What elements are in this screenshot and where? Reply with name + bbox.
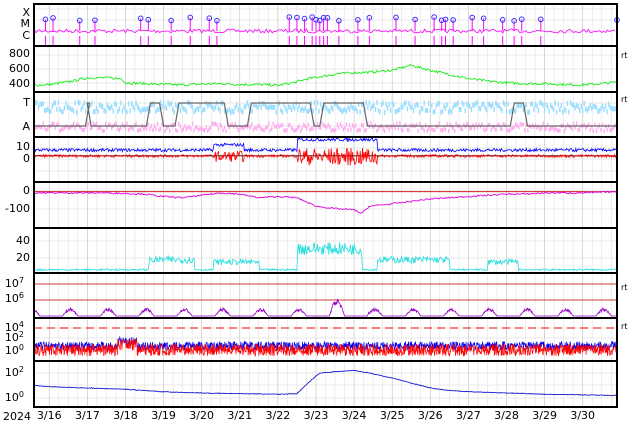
y-tick-exponent: 7	[19, 276, 24, 285]
flare-marker	[320, 14, 327, 21]
y-tick-label: C	[22, 29, 30, 42]
flare-marker	[324, 15, 331, 21]
bz-line	[33, 147, 618, 166]
flare-marker	[301, 15, 308, 22]
x-tick-label: 3/23	[304, 409, 329, 422]
y-tick-label: 800	[9, 47, 30, 60]
flare-marker	[42, 16, 49, 23]
y-tick-label: 40	[16, 234, 30, 247]
flare-marker	[50, 15, 56, 21]
flare-marker	[366, 14, 373, 21]
neutron-line	[34, 369, 618, 397]
flare-marker	[438, 17, 445, 24]
y-tick-exponent: 0	[19, 343, 24, 352]
flare-marker	[309, 14, 315, 20]
x-tick-label: 3/28	[494, 409, 519, 422]
proton-low-line	[33, 338, 617, 357]
flare-marker	[469, 14, 476, 21]
label-layer: 2024 3/16 3/17 3/18 3/19 3/20 3/21 3/22 3/23 3/2…	[3, 6, 627, 423]
flare-marker	[187, 14, 194, 21]
y-tick-label: 400	[9, 77, 30, 90]
flare-marker	[294, 14, 300, 21]
right-marker: rt	[621, 51, 627, 60]
dst-line	[33, 190, 617, 214]
x-tick-label: 3/19	[151, 409, 176, 422]
y-tick-label: 106	[5, 291, 24, 305]
flare-marker	[393, 14, 399, 21]
wind-speed-line	[33, 63, 617, 87]
right-marker: rt	[621, 283, 627, 292]
y-tick-label: 10	[16, 140, 30, 153]
ae-line	[33, 242, 618, 272]
frame-layer	[33, 3, 618, 408]
y-tick-label: 102	[5, 330, 24, 344]
y-tick-label: T	[22, 96, 30, 109]
x-tick-label: 3/18	[113, 409, 138, 422]
y-tick-label: -100	[5, 202, 30, 215]
flare-marker	[145, 16, 152, 23]
flare-marker	[137, 15, 144, 22]
flare-marker	[537, 16, 544, 23]
flare-marker	[336, 17, 342, 24]
flare-marker	[214, 17, 220, 24]
x-tick-label: 3/24	[342, 409, 367, 422]
y-tick-label: 600	[9, 62, 30, 75]
series-layer	[33, 14, 620, 397]
flare-marker	[76, 17, 83, 24]
y-tick-label: 0	[23, 184, 30, 197]
y-tick-label: 102	[5, 365, 24, 379]
year-label: 2024	[3, 410, 31, 423]
y-tick-label: 107	[5, 276, 24, 290]
panel-frame	[33, 360, 618, 408]
y-tick-exponent: 0	[19, 390, 24, 399]
x-tick-label: 3/25	[380, 409, 405, 422]
y-tick-exponent: 2	[19, 330, 24, 339]
grid-layer	[34, 4, 617, 407]
y-tick-label: 20	[16, 251, 30, 264]
y-tick-exponent: 6	[19, 291, 24, 300]
flare-marker	[442, 16, 449, 23]
x-tick-label: 3/30	[570, 409, 595, 422]
x-tick-label: 3/26	[418, 409, 443, 422]
bt-line	[33, 136, 618, 154]
right-marker: rt	[621, 322, 627, 331]
x-tick-label: 3/20	[189, 409, 214, 422]
right-marker: rt	[621, 95, 627, 104]
x-tick-label: 3/17	[75, 409, 100, 422]
sector-toggle-line	[34, 102, 617, 127]
flare-marker	[518, 16, 525, 22]
flare-marker	[511, 18, 517, 24]
flare-marker	[316, 17, 323, 24]
y-tick-label: M	[21, 17, 31, 30]
flare-marker	[480, 15, 487, 22]
x-tick-label: 3/16	[37, 409, 62, 422]
x-tick-label: 3/29	[532, 409, 557, 422]
y-tick-exponent: 4	[19, 320, 24, 329]
flare-marker	[431, 14, 437, 20]
flare-marker	[412, 16, 418, 23]
flare-marker	[286, 14, 293, 20]
flare-marker	[499, 17, 506, 23]
flare-marker	[313, 16, 319, 23]
flare-marker	[355, 16, 361, 23]
x-tick-label: 3/27	[456, 409, 481, 422]
y-tick-label: 100	[5, 343, 24, 357]
proton-high-line	[33, 335, 617, 352]
y-tick-label: 100	[5, 390, 24, 404]
x-tick-label: 3/21	[227, 409, 252, 422]
y-tick-label: A	[22, 120, 30, 133]
electron-flux-line	[33, 298, 617, 317]
flare-baseline	[33, 28, 616, 34]
flare-marker	[168, 17, 174, 24]
y-tick-label: X	[22, 6, 30, 19]
y-tick-exponent: 2	[19, 365, 24, 374]
flare-marker	[206, 15, 213, 22]
flare-marker	[92, 17, 98, 24]
x-tick-label: 3/22	[266, 409, 291, 422]
y-tick-label: 0	[23, 152, 30, 165]
flare-marker	[450, 17, 456, 23]
